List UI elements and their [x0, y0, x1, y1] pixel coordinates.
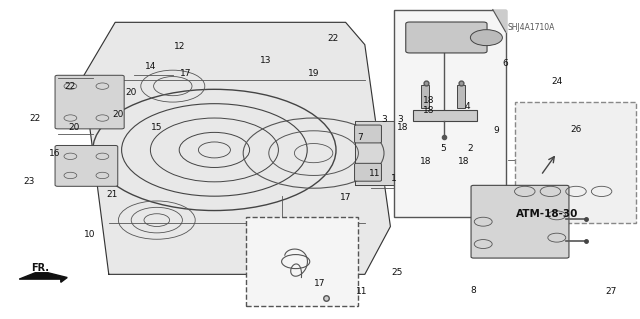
Text: 11: 11: [369, 169, 380, 178]
Text: 15: 15: [151, 123, 163, 132]
Text: 25: 25: [391, 268, 403, 277]
Text: 27: 27: [605, 287, 617, 296]
Text: 12: 12: [173, 42, 185, 51]
Text: 16: 16: [49, 149, 60, 158]
Text: 22: 22: [327, 34, 339, 43]
FancyBboxPatch shape: [55, 75, 124, 129]
Text: 9: 9: [493, 126, 499, 135]
Bar: [246, 217, 358, 306]
Polygon shape: [83, 22, 390, 274]
Text: 21: 21: [106, 190, 118, 199]
Text: 19: 19: [308, 69, 319, 78]
Text: FR.: FR.: [31, 263, 49, 273]
Text: 23: 23: [23, 177, 35, 186]
Polygon shape: [493, 10, 506, 32]
Text: SHJ4A1710A: SHJ4A1710A: [508, 23, 555, 32]
Text: 14: 14: [145, 63, 156, 71]
Text: 22: 22: [29, 114, 41, 122]
Text: 17: 17: [180, 69, 191, 78]
Bar: [515, 102, 636, 223]
Text: 18: 18: [397, 123, 409, 132]
FancyBboxPatch shape: [406, 22, 487, 53]
FancyBboxPatch shape: [471, 185, 569, 258]
FancyBboxPatch shape: [355, 163, 381, 181]
FancyBboxPatch shape: [355, 125, 381, 143]
Text: ATM-18-30: ATM-18-30: [516, 209, 579, 219]
Text: 4: 4: [465, 102, 470, 111]
Circle shape: [470, 30, 502, 46]
Bar: [394, 10, 506, 217]
Text: 2: 2: [468, 144, 473, 153]
Text: 20: 20: [125, 88, 137, 97]
Text: 24: 24: [551, 77, 563, 86]
Text: 17: 17: [340, 193, 351, 202]
Bar: [457, 85, 465, 108]
Text: 26: 26: [570, 125, 582, 134]
Text: 5: 5: [441, 144, 446, 153]
Polygon shape: [19, 273, 67, 282]
Polygon shape: [355, 121, 394, 185]
Text: 3: 3: [397, 115, 403, 124]
Text: 18: 18: [423, 106, 435, 115]
Text: 3: 3: [381, 115, 387, 124]
Text: 8: 8: [471, 286, 476, 295]
Text: 10: 10: [84, 230, 95, 239]
Text: 1: 1: [391, 174, 396, 183]
Text: 20: 20: [68, 123, 79, 132]
Text: 18: 18: [423, 96, 435, 105]
Bar: [413, 110, 477, 121]
Text: 18: 18: [420, 157, 431, 166]
Text: 6: 6: [503, 59, 508, 68]
Text: 18: 18: [458, 157, 470, 166]
Text: 20: 20: [113, 110, 124, 119]
Text: 7: 7: [357, 133, 362, 142]
Text: 22: 22: [65, 82, 76, 91]
Bar: [421, 85, 429, 108]
Text: 13: 13: [260, 56, 271, 65]
Text: 17: 17: [314, 279, 326, 288]
FancyBboxPatch shape: [55, 145, 118, 186]
Text: 11: 11: [356, 287, 367, 296]
